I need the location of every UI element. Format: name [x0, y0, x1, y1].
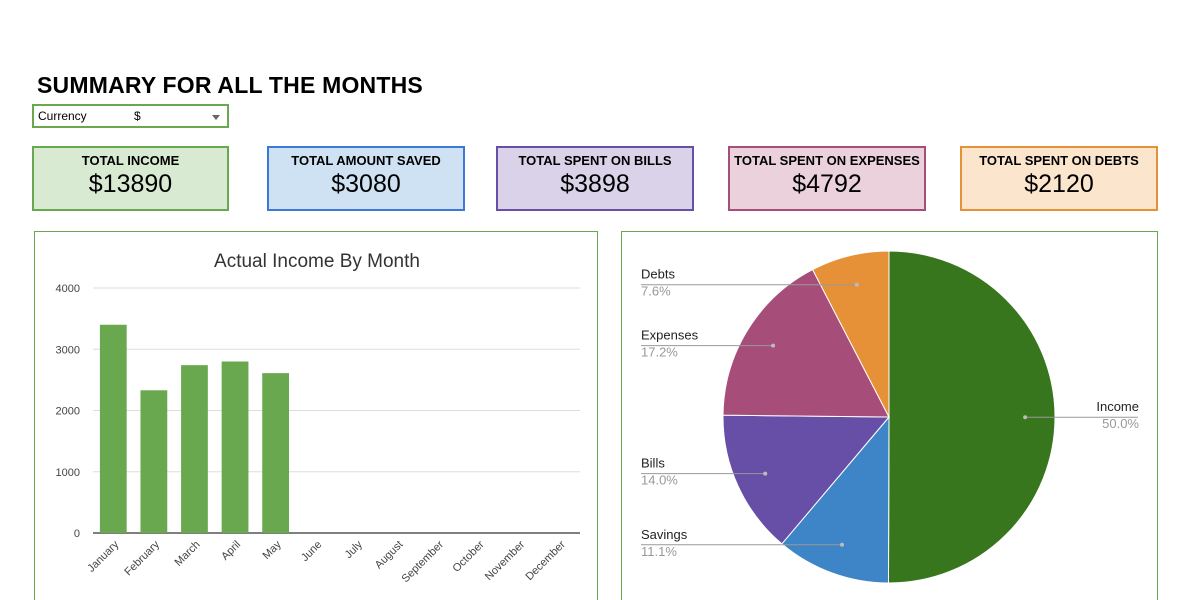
- bar-may: [262, 373, 290, 533]
- summary-pie-chart-panel[interactable]: Income 50.0% Savings 11.1% Bills 14.0% Expense…: [621, 231, 1158, 600]
- card-total-debts: TOTAL SPENT ON DEBTS $2120: [960, 146, 1158, 211]
- currency-value: $: [134, 109, 141, 123]
- y-tick-label: 4000: [56, 283, 80, 295]
- x-tick-label: August: [373, 539, 406, 572]
- pie-label: Savings: [641, 527, 688, 542]
- pie-label: Bills: [641, 456, 665, 471]
- pie-label: Debts: [641, 267, 675, 282]
- card-label: TOTAL INCOME: [81, 153, 180, 168]
- x-tick-label: April: [219, 539, 243, 563]
- currency-label: Currency: [38, 109, 87, 123]
- x-tick-label: June: [299, 539, 324, 564]
- x-tick-label: February: [122, 538, 162, 578]
- x-tick-label: March: [172, 539, 202, 569]
- x-tick-label: October: [451, 538, 487, 574]
- card-label: TOTAL SPENT ON EXPENSES: [734, 153, 920, 168]
- page-title: SUMMARY FOR ALL THE MONTHS: [37, 72, 423, 98]
- pie-leader-dot: [763, 471, 768, 476]
- bar-march: [181, 365, 208, 533]
- pie-slice-bills: [722, 414, 891, 545]
- pie-label: Income: [1096, 399, 1139, 414]
- income-bar-chart: Actual Income By Month 0 1000 2000 3000 4000…: [56, 251, 580, 585]
- x-tick-label: December: [523, 538, 568, 583]
- card-total-saved: TOTAL AMOUNT SAVED $3080: [267, 146, 465, 211]
- y-tick-label: 3000: [56, 344, 80, 356]
- y-tick-label: 0: [74, 528, 80, 540]
- card-value: $2120: [1024, 170, 1094, 198]
- pie-percent: 14.0%: [641, 473, 678, 488]
- card-value: $3080: [331, 170, 401, 198]
- x-tick-label: November: [483, 538, 528, 583]
- pie-leader-dot: [1023, 415, 1028, 420]
- pie-percent: 17.2%: [641, 345, 678, 360]
- x-tick-label: September: [400, 538, 447, 585]
- chart-title: Actual Income By Month: [214, 251, 420, 272]
- x-tick-label: July: [343, 538, 366, 561]
- chevron-down-icon[interactable]: [212, 115, 220, 120]
- pie-leader-dot: [840, 542, 845, 547]
- y-tick-label: 1000: [56, 467, 80, 479]
- income-bar-chart-panel[interactable]: Actual Income By Month 0 1000 2000 3000 4000…: [34, 231, 598, 600]
- bar-january: [99, 324, 127, 533]
- x-tick-label: January: [85, 538, 122, 575]
- card-total-income: TOTAL INCOME $13890: [32, 146, 229, 211]
- pie-label: Expenses: [641, 328, 699, 343]
- pie-leader-dot: [854, 282, 859, 287]
- card-total-bills: TOTAL SPENT ON BILLS $3898: [496, 146, 694, 211]
- card-value: $3898: [560, 170, 630, 198]
- pie-slice-expenses: [722, 268, 890, 418]
- pie-percent: 50.0%: [1102, 416, 1139, 431]
- card-label: TOTAL SPENT ON BILLS: [518, 153, 672, 168]
- card-total-expenses: TOTAL SPENT ON EXPENSES $4792: [728, 146, 926, 211]
- y-tick-label: 2000: [56, 406, 80, 418]
- x-tick-label: May: [261, 538, 285, 562]
- pie-slice-savings: [781, 415, 890, 584]
- pie-percent: 11.1%: [641, 544, 677, 559]
- pie-leader-dot: [771, 343, 776, 348]
- currency-dropdown[interactable]: Currency $: [32, 104, 229, 128]
- pie-percent: 7.6%: [641, 284, 671, 299]
- card-label: TOTAL SPENT ON DEBTS: [979, 153, 1139, 168]
- summary-pie-chart: Income 50.0% Savings 11.1% Bills 14.0% Expense…: [641, 250, 1139, 584]
- pie-slice-debts: [811, 250, 890, 418]
- card-value: $13890: [88, 170, 173, 198]
- bar-february: [140, 390, 168, 533]
- bar-april: [221, 361, 249, 533]
- card-value: $4792: [792, 170, 862, 198]
- card-label: TOTAL AMOUNT SAVED: [291, 153, 441, 168]
